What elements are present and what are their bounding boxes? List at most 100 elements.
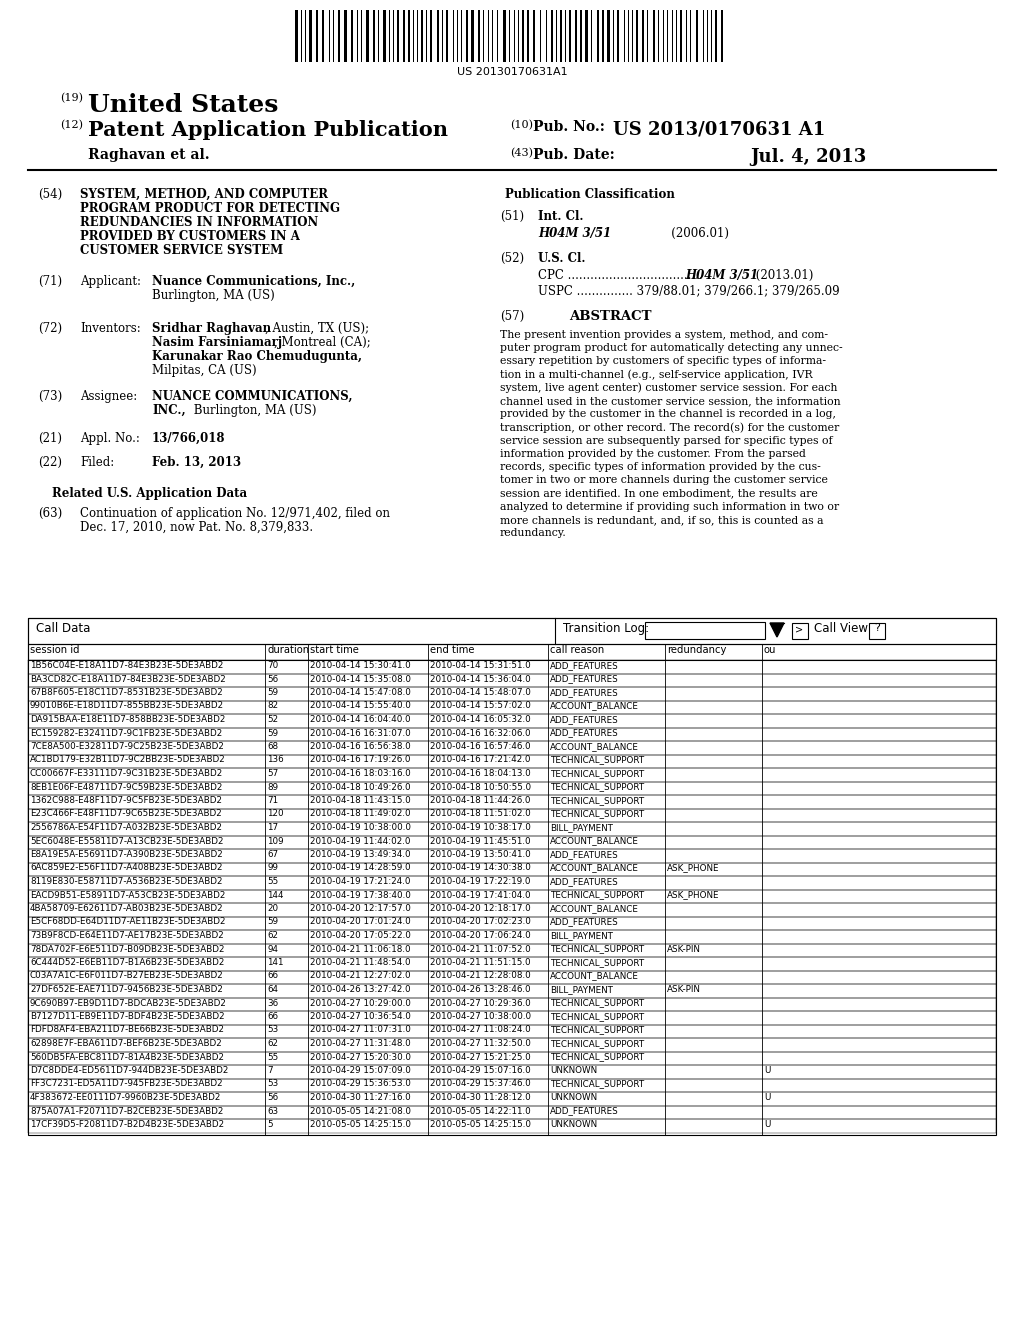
- Text: (71): (71): [38, 275, 62, 288]
- Text: 17: 17: [267, 822, 279, 832]
- Text: 2010-04-21 11:06:18.0: 2010-04-21 11:06:18.0: [310, 945, 411, 953]
- Text: 8EB1E06F-E48711D7-9C59B23E-5DE3ABD2: 8EB1E06F-E48711D7-9C59B23E-5DE3ABD2: [30, 783, 222, 792]
- Text: E5CF68DD-E64D11D7-AE11B23E-5DE3ABD2: E5CF68DD-E64D11D7-AE11B23E-5DE3ABD2: [30, 917, 225, 927]
- Text: (12): (12): [60, 120, 83, 131]
- Text: 2010-04-19 14:28:59.0: 2010-04-19 14:28:59.0: [310, 863, 411, 873]
- Bar: [28, 1052, 996, 1065]
- Text: TECHNICAL_SUPPORT: TECHNICAL_SUPPORT: [550, 945, 644, 953]
- Text: TECHNICAL_SUPPORT: TECHNICAL_SUPPORT: [550, 958, 644, 968]
- Bar: [28, 836, 996, 849]
- Text: ADD_FEATURES: ADD_FEATURES: [550, 850, 618, 859]
- Text: TECHNICAL_SUPPORT: TECHNICAL_SUPPORT: [550, 1026, 644, 1035]
- Text: 55: 55: [267, 876, 279, 886]
- Text: REDUNDANCIES IN INFORMATION: REDUNDANCIES IN INFORMATION: [80, 216, 318, 228]
- Text: 2010-04-19 14:30:38.0: 2010-04-19 14:30:38.0: [430, 863, 530, 873]
- Text: SYSTEM, METHOD, AND COMPUTER: SYSTEM, METHOD, AND COMPUTER: [80, 187, 328, 201]
- Text: 59: 59: [267, 688, 279, 697]
- Text: ADD_FEATURES: ADD_FEATURES: [550, 715, 618, 723]
- Text: 2010-04-16 17:21:42.0: 2010-04-16 17:21:42.0: [430, 755, 530, 764]
- Text: more channels is redundant, and, if so, this is counted as a: more channels is redundant, and, if so, …: [500, 515, 823, 525]
- Text: Filed:: Filed:: [80, 455, 115, 469]
- Text: U: U: [764, 1093, 770, 1102]
- Text: BILL_PAYMENT: BILL_PAYMENT: [550, 931, 613, 940]
- Text: system, live agent center) customer service session. For each: system, live agent center) customer serv…: [500, 383, 838, 393]
- Text: (57): (57): [500, 310, 524, 323]
- Text: 4BA58709-E62611D7-AB03B23E-5DE3ABD2: 4BA58709-E62611D7-AB03B23E-5DE3ABD2: [30, 904, 223, 913]
- Bar: [28, 1078, 996, 1092]
- Polygon shape: [770, 623, 784, 638]
- Bar: [28, 1106, 996, 1119]
- Text: 2010-04-27 10:29:00.0: 2010-04-27 10:29:00.0: [310, 998, 411, 1007]
- Text: 2010-05-05 14:25:15.0: 2010-05-05 14:25:15.0: [310, 1119, 411, 1129]
- Text: The present invention provides a system, method, and com-: The present invention provides a system,…: [500, 330, 828, 341]
- Text: 2010-04-19 11:45:51.0: 2010-04-19 11:45:51.0: [430, 837, 530, 846]
- Bar: [466, 11, 468, 62]
- Text: 2010-04-14 15:55:40.0: 2010-04-14 15:55:40.0: [310, 701, 411, 710]
- Text: 66: 66: [267, 972, 278, 981]
- Text: provided by the customer in the channel is recorded in a log,: provided by the customer in the channel …: [500, 409, 836, 420]
- Text: ?: ?: [874, 623, 880, 634]
- Text: Dec. 17, 2010, now Pat. No. 8,379,833.: Dec. 17, 2010, now Pat. No. 8,379,833.: [80, 521, 313, 535]
- Bar: [28, 727, 996, 741]
- Bar: [28, 741, 996, 755]
- Text: 144: 144: [267, 891, 284, 899]
- Text: 2010-04-18 11:49:02.0: 2010-04-18 11:49:02.0: [310, 809, 411, 818]
- Text: redundancy.: redundancy.: [500, 528, 566, 539]
- Text: 6AC859E2-E56F11D7-A408B23E-5DE3ABD2: 6AC859E2-E56F11D7-A408B23E-5DE3ABD2: [30, 863, 222, 873]
- Text: 62: 62: [267, 931, 278, 940]
- Text: 2010-05-05 14:21:08.0: 2010-05-05 14:21:08.0: [310, 1106, 411, 1115]
- Text: 99: 99: [267, 863, 278, 873]
- Text: 2010-04-20 17:02:23.0: 2010-04-20 17:02:23.0: [430, 917, 530, 927]
- Text: 2010-04-27 15:20:30.0: 2010-04-27 15:20:30.0: [310, 1052, 411, 1061]
- Text: NUANCE COMMUNICATIONS,: NUANCE COMMUNICATIONS,: [152, 389, 352, 403]
- Text: TECHNICAL_SUPPORT: TECHNICAL_SUPPORT: [550, 1039, 644, 1048]
- Text: 56: 56: [267, 1093, 279, 1102]
- Text: 4F383672-EE0111D7-9960B23E-5DE3ABD2: 4F383672-EE0111D7-9960B23E-5DE3ABD2: [30, 1093, 221, 1102]
- Text: ADD_FEATURES: ADD_FEATURES: [550, 876, 618, 886]
- Text: (22): (22): [38, 455, 62, 469]
- Text: 27DF652E-EAE711D7-9456B23E-5DE3ABD2: 27DF652E-EAE711D7-9456B23E-5DE3ABD2: [30, 985, 223, 994]
- Text: Karunakar Rao Chemudugunta,: Karunakar Rao Chemudugunta,: [152, 350, 362, 363]
- Text: 94: 94: [267, 945, 278, 953]
- Text: Pub. Date:: Pub. Date:: [534, 148, 614, 162]
- Text: 9C690B97-EB9D11D7-BDCAB23E-5DE3ABD2: 9C690B97-EB9D11D7-BDCAB23E-5DE3ABD2: [30, 998, 227, 1007]
- Text: Appl. No.:: Appl. No.:: [80, 432, 140, 445]
- Text: 2010-04-19 13:50:41.0: 2010-04-19 13:50:41.0: [430, 850, 530, 859]
- Text: tion in a multi-channel (e.g., self-service application, IVR: tion in a multi-channel (e.g., self-serv…: [500, 370, 813, 380]
- Text: Nasim Farsiniamarj: Nasim Farsiniamarj: [152, 337, 283, 348]
- Bar: [397, 11, 399, 62]
- Text: ACCOUNT_BALANCE: ACCOUNT_BALANCE: [550, 863, 639, 873]
- Text: E23C466F-E48F11D7-9C65B23E-5DE3ABD2: E23C466F-E48F11D7-9C65B23E-5DE3ABD2: [30, 809, 222, 818]
- Bar: [322, 11, 324, 62]
- Text: ACCOUNT_BALANCE: ACCOUNT_BALANCE: [550, 701, 639, 710]
- Text: duration: duration: [267, 645, 309, 655]
- Text: 2010-04-27 11:31:48.0: 2010-04-27 11:31:48.0: [310, 1039, 411, 1048]
- Text: AC1BD179-E32B11D7-9C2BB23E-5DE3ABD2: AC1BD179-E32B11D7-9C2BB23E-5DE3ABD2: [30, 755, 225, 764]
- Text: 2010-05-05 14:22:11.0: 2010-05-05 14:22:11.0: [430, 1106, 530, 1115]
- Bar: [522, 11, 524, 62]
- Text: 2010-04-27 10:29:36.0: 2010-04-27 10:29:36.0: [430, 998, 530, 1007]
- Bar: [408, 11, 410, 62]
- Text: redundancy: redundancy: [667, 645, 726, 655]
- Text: 2010-04-18 10:49:26.0: 2010-04-18 10:49:26.0: [310, 783, 411, 792]
- Text: 120: 120: [267, 809, 284, 818]
- Text: 141: 141: [267, 958, 284, 968]
- Bar: [28, 714, 996, 727]
- Text: 2010-04-19 10:38:17.0: 2010-04-19 10:38:17.0: [430, 822, 530, 832]
- Text: ADD_FEATURES: ADD_FEATURES: [550, 675, 618, 684]
- Text: 2010-04-18 11:51:02.0: 2010-04-18 11:51:02.0: [430, 809, 530, 818]
- Text: United States: United States: [88, 92, 279, 117]
- Text: 73B9F8CD-E64E11D7-AE17B23E-5DE3ABD2: 73B9F8CD-E64E11D7-AE17B23E-5DE3ABD2: [30, 931, 224, 940]
- Text: 63: 63: [267, 1106, 279, 1115]
- Text: start time: start time: [310, 645, 358, 655]
- Text: 2010-04-18 11:43:15.0: 2010-04-18 11:43:15.0: [310, 796, 411, 805]
- Text: 7: 7: [267, 1067, 272, 1074]
- Text: 2010-04-27 10:38:00.0: 2010-04-27 10:38:00.0: [430, 1012, 531, 1020]
- Text: TECHNICAL_SUPPORT: TECHNICAL_SUPPORT: [550, 998, 644, 1007]
- Bar: [715, 11, 717, 62]
- Text: 2010-04-19 13:49:34.0: 2010-04-19 13:49:34.0: [310, 850, 411, 859]
- Bar: [344, 11, 347, 62]
- Text: E8A19E5A-E56911D7-A390B23E-5DE3ABD2: E8A19E5A-E56911D7-A390B23E-5DE3ABD2: [30, 850, 223, 859]
- Text: 2010-04-18 11:44:26.0: 2010-04-18 11:44:26.0: [430, 796, 530, 805]
- Bar: [28, 916, 996, 931]
